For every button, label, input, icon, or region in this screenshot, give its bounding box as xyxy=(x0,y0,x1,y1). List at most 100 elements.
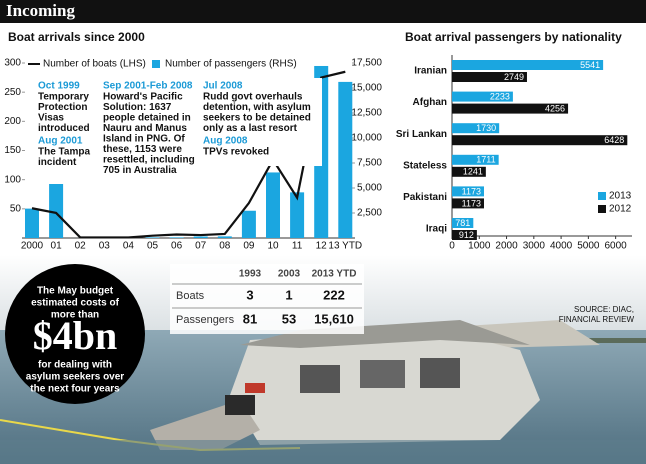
annotation-heading: Oct 1999 xyxy=(38,81,80,92)
x-tick-label: 02 xyxy=(75,241,87,252)
bar-label: 5541 xyxy=(580,60,600,70)
y-tick-label: 300 xyxy=(4,58,21,69)
passenger-bar xyxy=(338,81,353,239)
bar xyxy=(452,60,604,70)
legend-label: Number of boats (LHS) xyxy=(43,59,146,70)
header-title: Incoming xyxy=(6,1,75,20)
x-tick-label: 08 xyxy=(219,241,231,252)
annotation-text: resettled, including xyxy=(103,155,195,166)
callout-text: the next four years xyxy=(30,384,120,395)
photo-engine xyxy=(225,395,255,415)
annotation-text: Temporary xyxy=(38,92,89,103)
y2-tick-label: 7,500 xyxy=(357,158,382,169)
y2-tick-label: 17,500 xyxy=(351,58,382,69)
summary-table: 1993 2003 2013 YTD Boats 3 1 222 Passengers 81 53… xyxy=(170,264,364,334)
y2-tick-label: 15,000 xyxy=(351,83,382,94)
passenger-bar xyxy=(266,172,280,238)
category-label: Afghan xyxy=(413,97,447,108)
annotation-box xyxy=(35,78,95,184)
x-tick-label: 12 xyxy=(316,241,328,252)
legend-swatch xyxy=(598,205,606,213)
bar-label: 2749 xyxy=(504,72,524,82)
x-tick-label: 2000 xyxy=(495,241,518,252)
annotation-text: only as a last resort xyxy=(203,123,298,134)
bar-label: 912 xyxy=(459,230,474,240)
annotation-text: Visas xyxy=(38,113,64,124)
annotation-heading: Aug 2008 xyxy=(203,136,248,147)
x-tick-label: 5000 xyxy=(577,241,600,252)
bar-label: 781 xyxy=(455,218,470,228)
bar-label: 4256 xyxy=(545,103,565,113)
source: SOURCE: DIAC,FINANCIAL REVIEW xyxy=(559,305,635,324)
annotation-text: Solution: 1637 xyxy=(103,102,172,113)
x-tick-label: 13 YTD xyxy=(328,241,362,252)
photo-window xyxy=(300,365,340,393)
legend-label: 2012 xyxy=(609,204,632,215)
bar-label: 1711 xyxy=(476,155,495,165)
y2-tick-label: 12,500 xyxy=(351,108,382,119)
annotation-heading: Aug 2001 xyxy=(38,136,83,147)
bar-label: 6428 xyxy=(604,135,624,145)
y2-tick-label: 5,000 xyxy=(357,183,382,194)
photo-water xyxy=(0,440,646,464)
callout-text: more than xyxy=(51,310,99,321)
x-tick-label: 07 xyxy=(195,241,207,252)
bar xyxy=(452,72,527,82)
y-tick-label: 250 xyxy=(4,87,21,98)
table-background xyxy=(170,264,364,334)
photo-cloth xyxy=(245,383,265,393)
passenger-bar xyxy=(241,210,256,238)
x-tick-label: 04 xyxy=(123,241,135,252)
category-label: Iraqi xyxy=(426,224,447,235)
boat-arrivals-chart: Boat arrivals since 2000 50 100 150 200 250 3… xyxy=(4,30,382,251)
x-tick-label: 0 xyxy=(449,241,455,252)
header-bar xyxy=(0,0,646,23)
callout-circle xyxy=(5,264,145,404)
annotation-heading: Sep 2001-Feb 2008 xyxy=(103,81,193,92)
x-tick-label: 01 xyxy=(51,241,63,252)
passenger-bar xyxy=(290,192,305,238)
x-tick-label: 6000 xyxy=(605,241,628,252)
category-label: Stateless xyxy=(403,160,447,171)
callout-amount: $4bn xyxy=(33,313,118,358)
legend-swatch xyxy=(152,60,160,68)
callout-text: The May budget xyxy=(37,286,114,297)
annotation-text: The Tampa xyxy=(38,147,90,158)
callout-text: estimated costs of xyxy=(31,298,119,309)
table-cell: 3 xyxy=(246,287,253,302)
x-tick-label: 1000 xyxy=(468,241,491,252)
chart-title: Boat arrival passengers by nationality xyxy=(405,30,622,44)
annotation-text: detention, with asylum xyxy=(203,102,311,113)
passenger-bar xyxy=(193,236,208,238)
photo-roof xyxy=(240,320,530,348)
table-cell: 222 xyxy=(323,287,345,302)
x-tick-label: 2000 xyxy=(21,241,44,252)
callout-text: for dealing with xyxy=(38,360,112,371)
passenger-bar xyxy=(169,237,184,238)
annotation-text: seekers to be detained xyxy=(203,113,311,124)
x-tick-label: 09 xyxy=(243,241,255,252)
annotation-text: 705 in Australia xyxy=(103,165,177,176)
x-tick-label: 06 xyxy=(171,241,183,252)
y2-tick-label: 10,000 xyxy=(351,133,382,144)
x-tick-label: 11 xyxy=(292,241,303,252)
table-cell: 81 xyxy=(243,311,257,326)
y2-tick-label: 2,500 xyxy=(357,208,382,219)
bar-label: 1173 xyxy=(462,198,481,208)
annotation-text: these, 1153 were xyxy=(103,144,182,155)
legend-label: 2013 xyxy=(609,191,632,202)
x-tick-label: 4000 xyxy=(550,241,573,252)
bar-label: 1173 xyxy=(462,186,481,196)
y-tick-label: 150 xyxy=(4,145,21,156)
table-row-label: Boats xyxy=(176,290,205,302)
category-label: Iranian xyxy=(414,66,447,77)
passenger-bar xyxy=(49,182,64,238)
table-header: 1993 xyxy=(239,269,262,280)
category-label: Pakistani xyxy=(403,192,447,203)
bar xyxy=(452,230,477,240)
annotation-text: incident xyxy=(38,157,77,168)
legend-swatch xyxy=(598,192,606,200)
photo-window xyxy=(360,360,405,388)
